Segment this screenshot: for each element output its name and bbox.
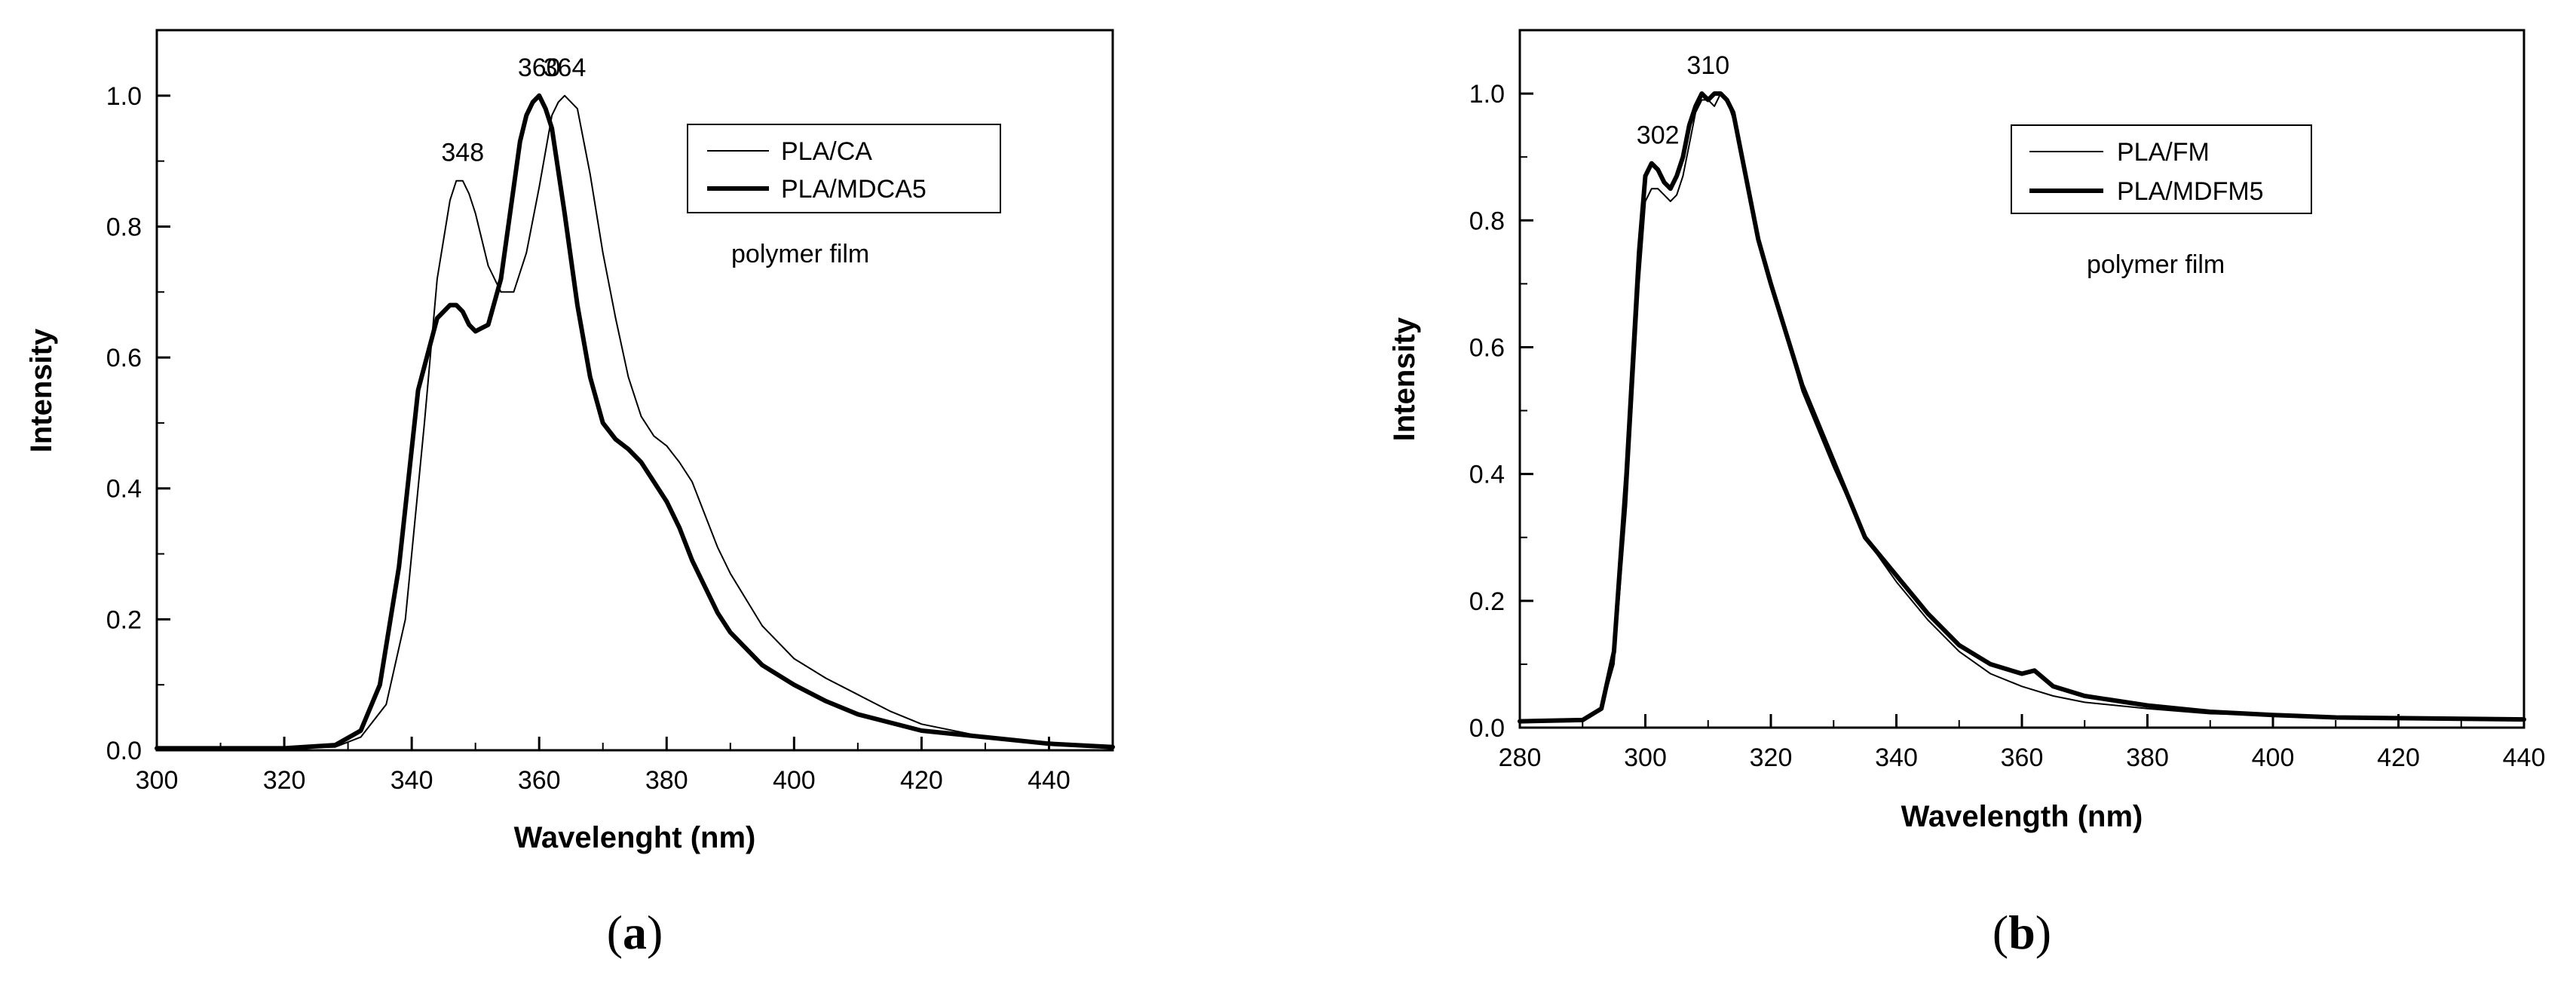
- panel-b: 280 300 320 340 360 380 400 420 440 0.0 0.2 0.4 0.6 0…: [1388, 29, 2546, 959]
- panel-a-x-tick-label: 360: [518, 766, 561, 795]
- panel-a-y-tick-label: 0.6: [106, 344, 142, 372]
- panel-b-legend-label-1: PLA/FM: [2117, 138, 2210, 167]
- panel-a-x-tick-label: 340: [391, 766, 433, 795]
- panel-b-x-tick-label: 380: [2126, 743, 2169, 772]
- panel-b-y-tick-label: 0.8: [1469, 207, 1505, 235]
- panel-a-peak-label: 364: [544, 54, 587, 82]
- panel-b-x-tick-label: 340: [1875, 743, 1918, 772]
- panel-b-x-tick-label: 400: [2252, 743, 2295, 772]
- panel-a-x-tick-label: 400: [773, 766, 816, 795]
- panel-a-series-1-line: [156, 94, 1113, 749]
- panel-b-peak-label: 302: [1637, 121, 1680, 150]
- panel-b-series-lines: [1518, 91, 2526, 724]
- panel-b-y-tick-label: 1.0: [1469, 80, 1505, 109]
- panel-a-series-2-line: [155, 93, 1115, 751]
- panel-a-peak-label: 348: [441, 139, 484, 167]
- panel-b-x-tick-label: 300: [1624, 743, 1667, 772]
- panel-a-peak-label: 360: [518, 54, 561, 82]
- panel-a-series-lines: [155, 93, 1115, 751]
- panel-b-ticks: [1518, 29, 2525, 729]
- panel-a-x-tick-label: 380: [645, 766, 688, 795]
- panel-b-legend: PLA/FM PLA/MDFM5: [2011, 124, 2312, 214]
- panel-a-x-tick-label: 320: [263, 766, 306, 795]
- panel-b-y-tick-label: 0.2: [1469, 587, 1505, 616]
- panel-b-x-axis-title: Wavelength (nm): [1901, 800, 2143, 833]
- panel-a-annotation: polymer film: [731, 240, 869, 268]
- panel-a-ticks: [155, 29, 1050, 752]
- panel-a-x-tick-label: 420: [900, 766, 943, 795]
- panel-a-legend: PLA/CA PLA/MDCA5: [687, 124, 1001, 213]
- panel-a-y-tick-label: 0.0: [106, 737, 142, 765]
- panel-b-peak-labels: 302 310: [1637, 51, 1729, 150]
- panel-b-x-tick-label: 280: [1499, 743, 1542, 772]
- panel-a-legend-label-1: PLA/CA: [781, 137, 872, 166]
- panel-a: 300 320 340 360 380 400 420 440 0.0 0.2 0.4 0.6 0.8 1…: [25, 29, 1115, 959]
- panel-a-legend-label-2: PLA/MDCA5: [781, 175, 927, 204]
- panel-a-x-tick-label: 440: [1028, 766, 1071, 795]
- panel-a-x-tick-label: 300: [136, 766, 179, 795]
- panel-a-y-tick-label: 0.8: [106, 213, 142, 241]
- panel-b-x-tick-label: 360: [2001, 743, 2044, 772]
- panel-a-x-axis-title: Wavelenght (nm): [514, 821, 756, 854]
- panel-b-annotation: polymer film: [2087, 250, 2225, 279]
- panel-b-caption-letter: b: [2008, 906, 2035, 959]
- panel-a-y-axis-title: Intensity: [25, 328, 58, 452]
- panel-b-y-tick-label: 0.6: [1469, 333, 1505, 362]
- panel-b-y-tick-label: 0.4: [1469, 461, 1505, 489]
- panel-b-series-2-line: [1518, 91, 2526, 724]
- panel-a-y-tick-label: 0.2: [106, 605, 142, 634]
- panel-b-x-tick-label: 440: [2503, 743, 2546, 772]
- panel-b-y-tick-label: 0.0: [1469, 714, 1505, 743]
- panel-b-x-tick-label: 320: [1750, 743, 1793, 772]
- panel-b-legend-box: [2011, 124, 2312, 214]
- panel-b-x-tick-label: 420: [2377, 743, 2420, 772]
- panel-b-caption: (b): [1992, 906, 2051, 959]
- panel-b-tick-labels: 280 300 320 340 360 380 400 420 440 0.0 0.2 0.4 0.6 0…: [1469, 80, 2546, 772]
- panel-b-peak-label: 310: [1686, 51, 1729, 80]
- panel-a-plot-frame: [155, 29, 1114, 752]
- panel-a-caption: (a): [607, 906, 663, 959]
- panel-a-y-tick-label: 0.4: [106, 475, 142, 504]
- panel-a-caption-letter: a: [623, 906, 647, 959]
- panel-a-y-tick-label: 1.0: [106, 82, 142, 111]
- panel-a-legend-box: [687, 124, 1001, 213]
- panel-a-tick-labels: 300 320 340 360 380 400 420 440 0.0 0.2 0.4 0.6 0.8 1…: [106, 82, 1071, 795]
- panel-b-y-axis-title: Intensity: [1388, 317, 1421, 441]
- panel-b-legend-label-2: PLA/MDFM5: [2117, 177, 2264, 206]
